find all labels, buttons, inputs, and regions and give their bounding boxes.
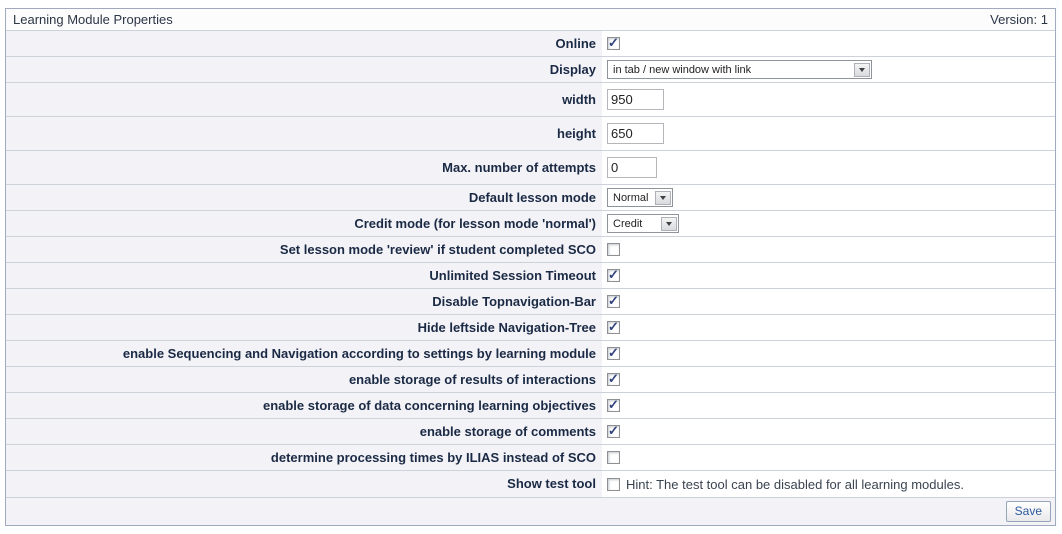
panel-header: Learning Module Properties Version: 1 (6, 9, 1055, 31)
form-row-storage-results-interactions: enable storage of results of interaction… (6, 367, 1055, 393)
form-row-online: Online (6, 31, 1055, 57)
form-row-hide-leftside-navigation-tree: Hide leftside Navigation-Tree (6, 315, 1055, 341)
form-row-unlimited-session-timeout: Unlimited Session Timeout (6, 263, 1055, 289)
page-title: Learning Module Properties (13, 12, 173, 27)
disable-topnavigation-bar-label: Disable Topnavigation-Bar (432, 293, 596, 309)
unlimited-session-timeout-label: Unlimited Session Timeout (429, 267, 596, 283)
storage-comments-label: enable storage of comments (419, 423, 596, 439)
storage-results-interactions-label: enable storage of results of interaction… (348, 371, 596, 387)
version-label: Version: 1 (990, 12, 1048, 27)
processing-times-ilias-label: determine processing times by ILIAS inst… (270, 449, 596, 465)
chevron-down-icon (854, 62, 870, 77)
height-label: height (557, 125, 596, 141)
credit-mode-select-value: Credit (613, 217, 643, 230)
show-test-tool-checkbox[interactable] (607, 477, 620, 491)
form-rows: Online Display in tab / new window with … (6, 31, 1055, 497)
form-row-disable-topnavigation-bar: Disable Topnavigation-Bar (6, 289, 1055, 315)
storage-learning-objectives-label: enable storage of data concerning learni… (262, 397, 596, 413)
credit-mode-label: Credit mode (for lesson mode 'normal') (354, 215, 596, 231)
unlimited-session-timeout-checkbox[interactable] (607, 267, 620, 283)
form-row-show-test-tool: Show test tool Hint: The test tool can b… (6, 471, 1055, 497)
display-select-value: in tab / new window with link (613, 63, 752, 76)
storage-comments-checkbox[interactable] (607, 423, 620, 439)
hide-leftside-navigation-tree-checkbox[interactable] (607, 319, 620, 335)
form-row-storage-comments: enable storage of comments (6, 419, 1055, 445)
form-row-storage-learning-objectives: enable storage of data concerning learni… (6, 393, 1055, 419)
form-row-default-lesson-mode: Default lesson mode Normal (6, 185, 1055, 211)
width-input[interactable] (607, 89, 664, 110)
form-row-height: height (6, 117, 1055, 151)
online-checkbox[interactable] (607, 35, 620, 51)
show-test-tool-label: Show test tool (507, 476, 596, 492)
hide-leftside-navigation-tree-label: Hide leftside Navigation-Tree (417, 319, 596, 335)
default-lesson-mode-label: Default lesson mode (468, 189, 596, 205)
show-test-tool-hint: Hint: The test tool can be disabled for … (626, 476, 964, 492)
height-input[interactable] (607, 123, 664, 144)
form-row-width: width (6, 83, 1055, 117)
max-attempts-label: Max. number of attempts (442, 159, 596, 175)
form-row-enable-sequencing-navigation: enable Sequencing and Navigation accordi… (6, 341, 1055, 367)
display-select[interactable]: in tab / new window with link (607, 60, 872, 79)
form-row-review-if-completed: Set lesson mode 'review' if student comp… (6, 237, 1055, 263)
online-label: Online (555, 35, 596, 51)
disable-topnavigation-bar-checkbox[interactable] (607, 293, 620, 309)
form-row-credit-mode: Credit mode (for lesson mode 'normal') C… (6, 211, 1055, 237)
form-row-max-attempts: Max. number of attempts (6, 151, 1055, 185)
form-row-display: Display in tab / new window with link (6, 57, 1055, 83)
display-label: Display (549, 61, 596, 77)
review-if-completed-checkbox[interactable] (607, 243, 620, 256)
chevron-down-icon (661, 216, 677, 231)
review-if-completed-label: Set lesson mode 'review' if student comp… (279, 241, 596, 257)
max-attempts-input[interactable] (607, 157, 657, 178)
processing-times-ilias-checkbox[interactable] (607, 451, 620, 464)
chevron-down-icon (655, 190, 671, 205)
width-label: width (562, 91, 596, 107)
enable-sequencing-navigation-label: enable Sequencing and Navigation accordi… (122, 345, 596, 361)
storage-results-interactions-checkbox[interactable] (607, 371, 620, 387)
enable-sequencing-navigation-checkbox[interactable] (607, 345, 620, 361)
form-row-processing-times-ilias: determine processing times by ILIAS inst… (6, 445, 1055, 471)
learning-module-properties-panel: Learning Module Properties Version: 1 On… (5, 8, 1056, 526)
default-lesson-mode-select[interactable]: Normal (607, 188, 673, 207)
default-lesson-mode-select-value: Normal (613, 191, 649, 204)
credit-mode-select[interactable]: Credit (607, 214, 679, 233)
storage-learning-objectives-checkbox[interactable] (607, 397, 620, 413)
save-button[interactable]: Save (1005, 501, 1051, 522)
command-row: Save (6, 497, 1055, 525)
